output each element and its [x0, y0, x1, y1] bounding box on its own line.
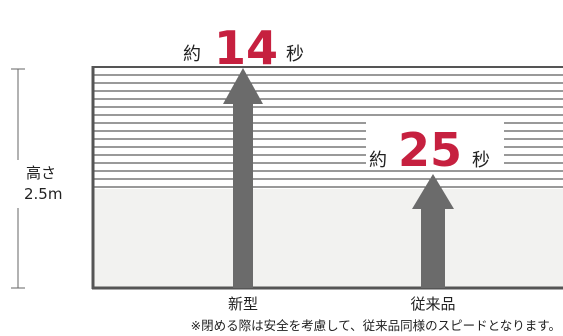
conventional-label: 従来品 — [410, 295, 455, 313]
new-model-suffix: 秒 — [286, 44, 304, 65]
dimension-label-bg — [12, 160, 72, 208]
new-model-arrow — [223, 68, 263, 288]
lower-panel — [93, 189, 563, 288]
conventional-suffix: 秒 — [472, 150, 490, 171]
conventional-time-bg — [366, 118, 504, 168]
new-model-time: 約 14 秒 — [183, 21, 304, 75]
height-label-line2: 2.5m — [24, 185, 62, 203]
new-model-label: 新型 — [228, 295, 258, 313]
new-model-seconds: 14 — [214, 21, 278, 75]
footnote: ※閉める際は安全を考慮して、従来品同様のスピードとなります。 — [191, 318, 561, 333]
conventional-prefix: 約 — [369, 150, 387, 171]
height-dimension: 高さ 2.5m — [11, 68, 72, 289]
conventional-time: 約 25 秒 — [366, 118, 504, 177]
shutter-frame — [91, 66, 563, 290]
conventional-arrow — [412, 174, 454, 288]
conventional-seconds: 25 — [398, 123, 462, 177]
new-model-prefix: 約 — [183, 44, 201, 65]
height-label-line1: 高さ — [26, 164, 56, 182]
